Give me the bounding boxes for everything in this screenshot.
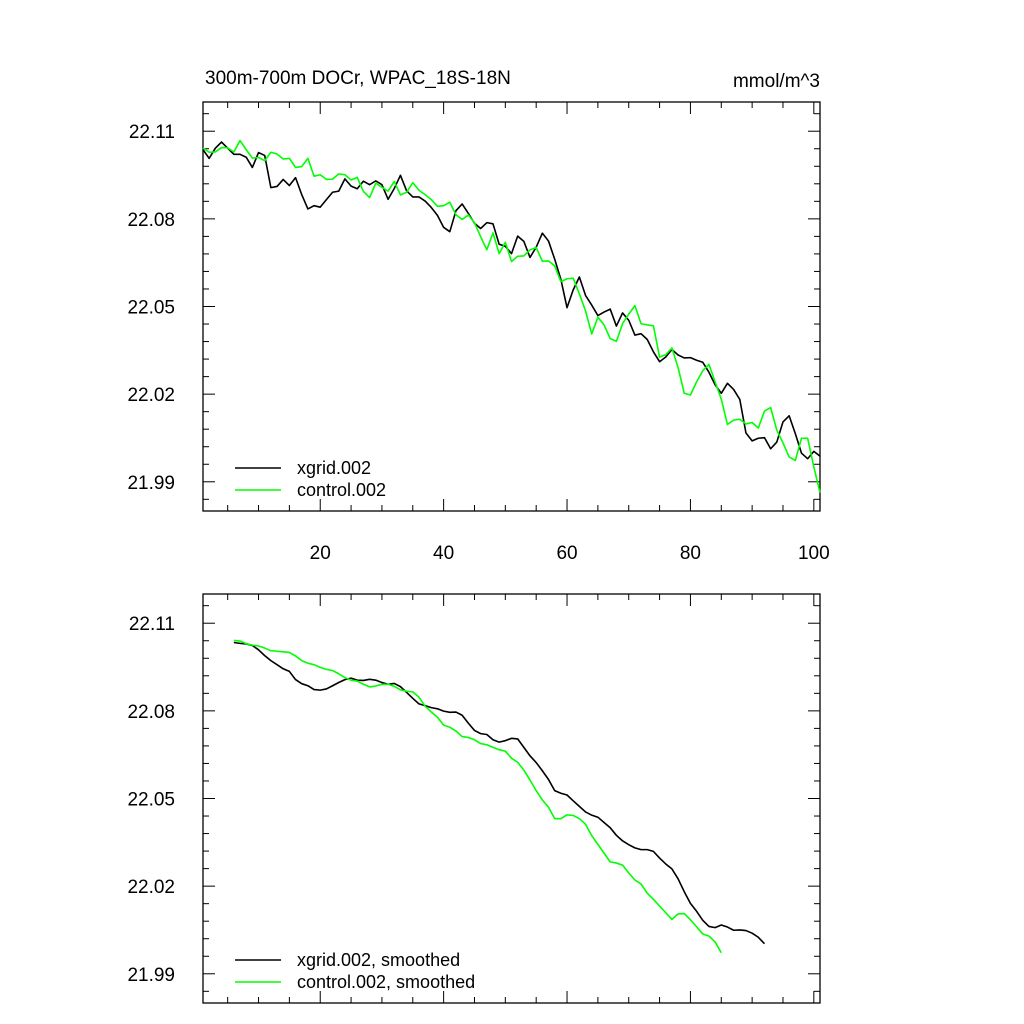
y-tick-label: 22.08 xyxy=(127,702,175,723)
series-line xyxy=(202,139,821,493)
series-lines xyxy=(233,639,766,954)
plot-frame xyxy=(202,101,821,512)
y-tick-label: 21.99 xyxy=(127,473,175,494)
y-tick-label: 22.11 xyxy=(129,614,175,635)
y-tick-label: 22.02 xyxy=(127,877,175,898)
series-line xyxy=(233,641,766,945)
x-tick-label: 60 xyxy=(556,543,577,564)
chart-title: 300m-700m DOCr, WPAC_18S-18N xyxy=(205,68,511,89)
axis-ticks xyxy=(203,594,820,1003)
x-tick-label: 20 xyxy=(310,543,331,564)
x-tick-label: 40 xyxy=(433,543,454,564)
x-tick-label: 100 xyxy=(798,543,830,564)
y-tick-label: 22.11 xyxy=(129,122,175,143)
top-panel: 300m-700m DOCr, WPAC_18S-18N mmol/m^3 21… xyxy=(127,68,829,564)
bottom-panel: 21.99 22.02 22.05 22.08 22.11 xgrid.002, smo… xyxy=(127,593,821,1004)
y-tick-label: 22.08 xyxy=(127,210,175,231)
axis-tick-labels: 21.99 22.02 22.05 22.08 22.11 20 40 60 80 100 xyxy=(127,122,829,564)
series-line xyxy=(202,141,821,460)
axis-tick-labels: 21.99 22.02 22.05 22.08 22.11 xyxy=(127,614,175,986)
x-tick-label: 80 xyxy=(680,543,701,564)
units-label: mmol/m^3 xyxy=(733,71,820,92)
y-tick-label: 21.99 xyxy=(127,965,175,986)
legend-label: xgrid.002 xyxy=(297,458,371,478)
y-tick-label: 22.02 xyxy=(127,385,175,406)
y-tick-label: 22.05 xyxy=(127,790,175,811)
legend-label: control.002, smoothed xyxy=(297,972,475,992)
series-lines xyxy=(202,139,821,493)
series-line xyxy=(233,639,722,954)
y-tick-label: 22.05 xyxy=(127,298,175,319)
legend-label: xgrid.002, smoothed xyxy=(297,950,460,970)
legend-label: control.002 xyxy=(297,480,386,500)
axis-ticks xyxy=(203,102,820,511)
